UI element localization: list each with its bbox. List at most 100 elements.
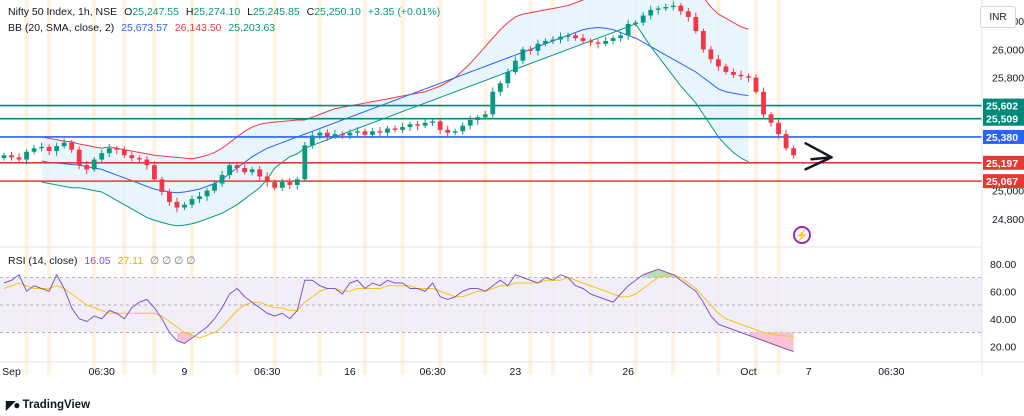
candle-body bbox=[783, 134, 789, 149]
session-stripe bbox=[528, 0, 533, 375]
rsi-legend[interactable]: RSI (14, close) 16.05 27.11 ∅ ∅ ∅ ∅ bbox=[8, 255, 199, 267]
price-tick-label: 26,000 bbox=[992, 44, 1024, 56]
session-stripe bbox=[47, 0, 52, 375]
rsi-sma-value: 27.11 bbox=[117, 255, 144, 267]
candle-body bbox=[159, 179, 165, 192]
candle-body bbox=[588, 40, 593, 43]
price-tick-label: 25,000 bbox=[992, 186, 1024, 198]
candle-body bbox=[340, 134, 345, 136]
rsi-label: RSI (14, close) bbox=[8, 255, 78, 267]
bb-upper-value: 26,143.50 bbox=[174, 22, 222, 34]
time-tick-label: 06:30 bbox=[878, 366, 904, 378]
candle-body bbox=[377, 131, 383, 133]
candle-body bbox=[497, 83, 503, 92]
time-tick-label: 06:30 bbox=[254, 366, 280, 378]
rsi-sma-line bbox=[3, 274, 794, 339]
time-tick-label: Oct bbox=[740, 366, 756, 378]
bb-label: BB (20, SMA, close, 2) bbox=[8, 22, 115, 34]
session-stripe bbox=[483, 0, 488, 375]
candle-body bbox=[362, 131, 368, 135]
rsi-tick-label: 40.00 bbox=[990, 314, 1016, 326]
candle-body bbox=[595, 42, 601, 44]
candle-body bbox=[91, 159, 97, 170]
bb-band-fill bbox=[41, 0, 749, 226]
candle-body bbox=[430, 121, 436, 123]
candle-body bbox=[212, 183, 217, 191]
candle-body bbox=[768, 114, 774, 123]
candle-body bbox=[76, 149, 82, 166]
bb-legend[interactable]: BB (20, SMA, close, 2) 25,673.57 26,143.… bbox=[8, 22, 279, 34]
candle-body bbox=[693, 16, 699, 32]
time-tick-label: 23 bbox=[510, 366, 522, 378]
rsi-oversold-fill bbox=[748, 332, 756, 338]
session-stripe bbox=[633, 0, 638, 375]
candle-body bbox=[746, 76, 751, 78]
candle-body bbox=[633, 22, 639, 24]
candle-body bbox=[189, 199, 195, 205]
rsi-line bbox=[3, 268, 794, 353]
candle-body bbox=[400, 127, 405, 130]
session-stripe bbox=[24, 0, 29, 375]
candle-body bbox=[264, 176, 270, 183]
candle-body bbox=[558, 36, 563, 40]
candle-body bbox=[437, 121, 443, 130]
candle-body bbox=[294, 179, 300, 185]
arrow-icon bbox=[804, 142, 833, 171]
candle-body bbox=[317, 132, 323, 136]
rsi-oversold-fill bbox=[184, 332, 192, 344]
candle-body bbox=[167, 192, 172, 202]
candle-body bbox=[144, 159, 150, 166]
candle-body bbox=[219, 175, 225, 184]
session-stripe bbox=[776, 0, 781, 375]
candle-body bbox=[535, 43, 541, 51]
session-stripe bbox=[550, 0, 555, 375]
brand-name: TradingView bbox=[22, 399, 91, 411]
tradingview-logo[interactable]: ◤● TradingView bbox=[6, 398, 90, 412]
candle-body bbox=[776, 122, 781, 135]
candle-body bbox=[182, 204, 187, 208]
candle-body bbox=[24, 151, 29, 160]
rsi-overbought-fill bbox=[643, 272, 651, 278]
ohlc-change: +3.35 (+0.01%) bbox=[367, 6, 441, 18]
session-stripe bbox=[362, 0, 367, 375]
time-tick-label: 06:30 bbox=[419, 366, 445, 378]
candle-body bbox=[716, 59, 721, 67]
level-tag bbox=[983, 155, 1024, 170]
candle-body bbox=[528, 49, 533, 51]
candle-body bbox=[347, 132, 353, 136]
candle-body bbox=[655, 8, 661, 10]
symbol-legend[interactable]: Nifty 50 Index, 1h, NSE O25,247.55 H25,2… bbox=[8, 6, 444, 18]
currency-button[interactable]: INR bbox=[980, 6, 1016, 28]
candle-body bbox=[565, 35, 571, 37]
time-tick-label: 26 bbox=[622, 366, 634, 378]
candle-body bbox=[580, 38, 586, 41]
candle-body bbox=[670, 5, 676, 8]
candle-body bbox=[174, 201, 180, 208]
candle-body bbox=[9, 155, 14, 158]
level-tag-label: 25,197 bbox=[986, 158, 1018, 170]
level-tag-label: 25,067 bbox=[986, 176, 1018, 188]
candle-body bbox=[242, 168, 248, 173]
candle-body bbox=[475, 117, 481, 120]
candle-body bbox=[385, 128, 390, 133]
rsi-tick-label: 80.00 bbox=[990, 259, 1016, 271]
candle-body bbox=[550, 39, 556, 41]
time-tick-label: 9 bbox=[182, 366, 188, 378]
level-tag-label: 25,509 bbox=[986, 114, 1018, 126]
session-stripe bbox=[716, 0, 721, 375]
candle-body bbox=[415, 124, 420, 126]
candle-body bbox=[249, 169, 255, 173]
candle-body bbox=[16, 157, 22, 160]
candle-body bbox=[723, 66, 729, 72]
candle-body bbox=[54, 146, 60, 152]
tradingview-logo-icon: ◤● bbox=[6, 398, 21, 412]
rsi-oversold-fill bbox=[763, 332, 772, 344]
candle-body bbox=[625, 24, 631, 36]
session-stripe bbox=[438, 0, 443, 375]
candle-body bbox=[392, 128, 398, 130]
candle-body bbox=[603, 40, 608, 44]
lightning-icon[interactable]: ⚡ bbox=[793, 226, 811, 244]
candle-body bbox=[152, 165, 157, 180]
candle-body bbox=[106, 148, 112, 154]
